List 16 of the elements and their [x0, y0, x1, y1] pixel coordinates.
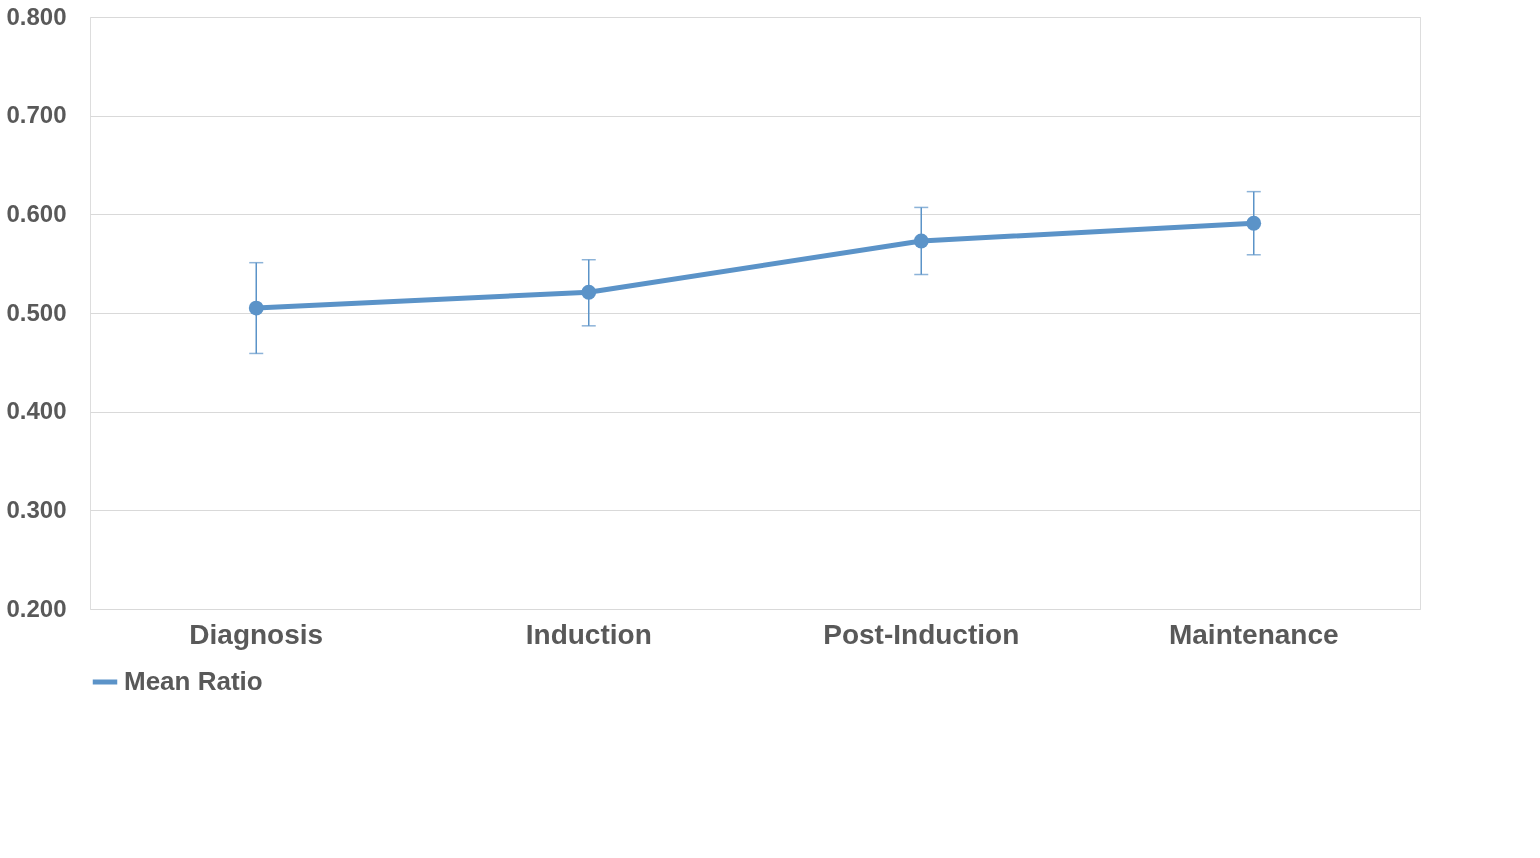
point	[248, 300, 264, 316]
y-tick-label: 0.400	[6, 397, 67, 425]
point	[1246, 215, 1262, 231]
x-tick-label: Diagnosis	[189, 618, 324, 650]
x-tick-label: Maintenance	[1168, 618, 1339, 650]
y-tick-label: 0.200	[6, 594, 67, 622]
legend-label: Mean Ratio	[124, 666, 263, 696]
point	[581, 284, 597, 300]
y-tick-label: 0.500	[6, 298, 67, 326]
y-tick-label: 0.600	[6, 199, 67, 227]
point	[913, 233, 929, 249]
x-tick-label: Induction	[525, 618, 652, 650]
y-tick-label: 0.800	[6, 2, 67, 30]
x-tick-label: Post-Induction	[823, 618, 1020, 650]
y-tick-label: 0.300	[6, 495, 67, 523]
y-tick-label: 0.700	[6, 101, 67, 129]
